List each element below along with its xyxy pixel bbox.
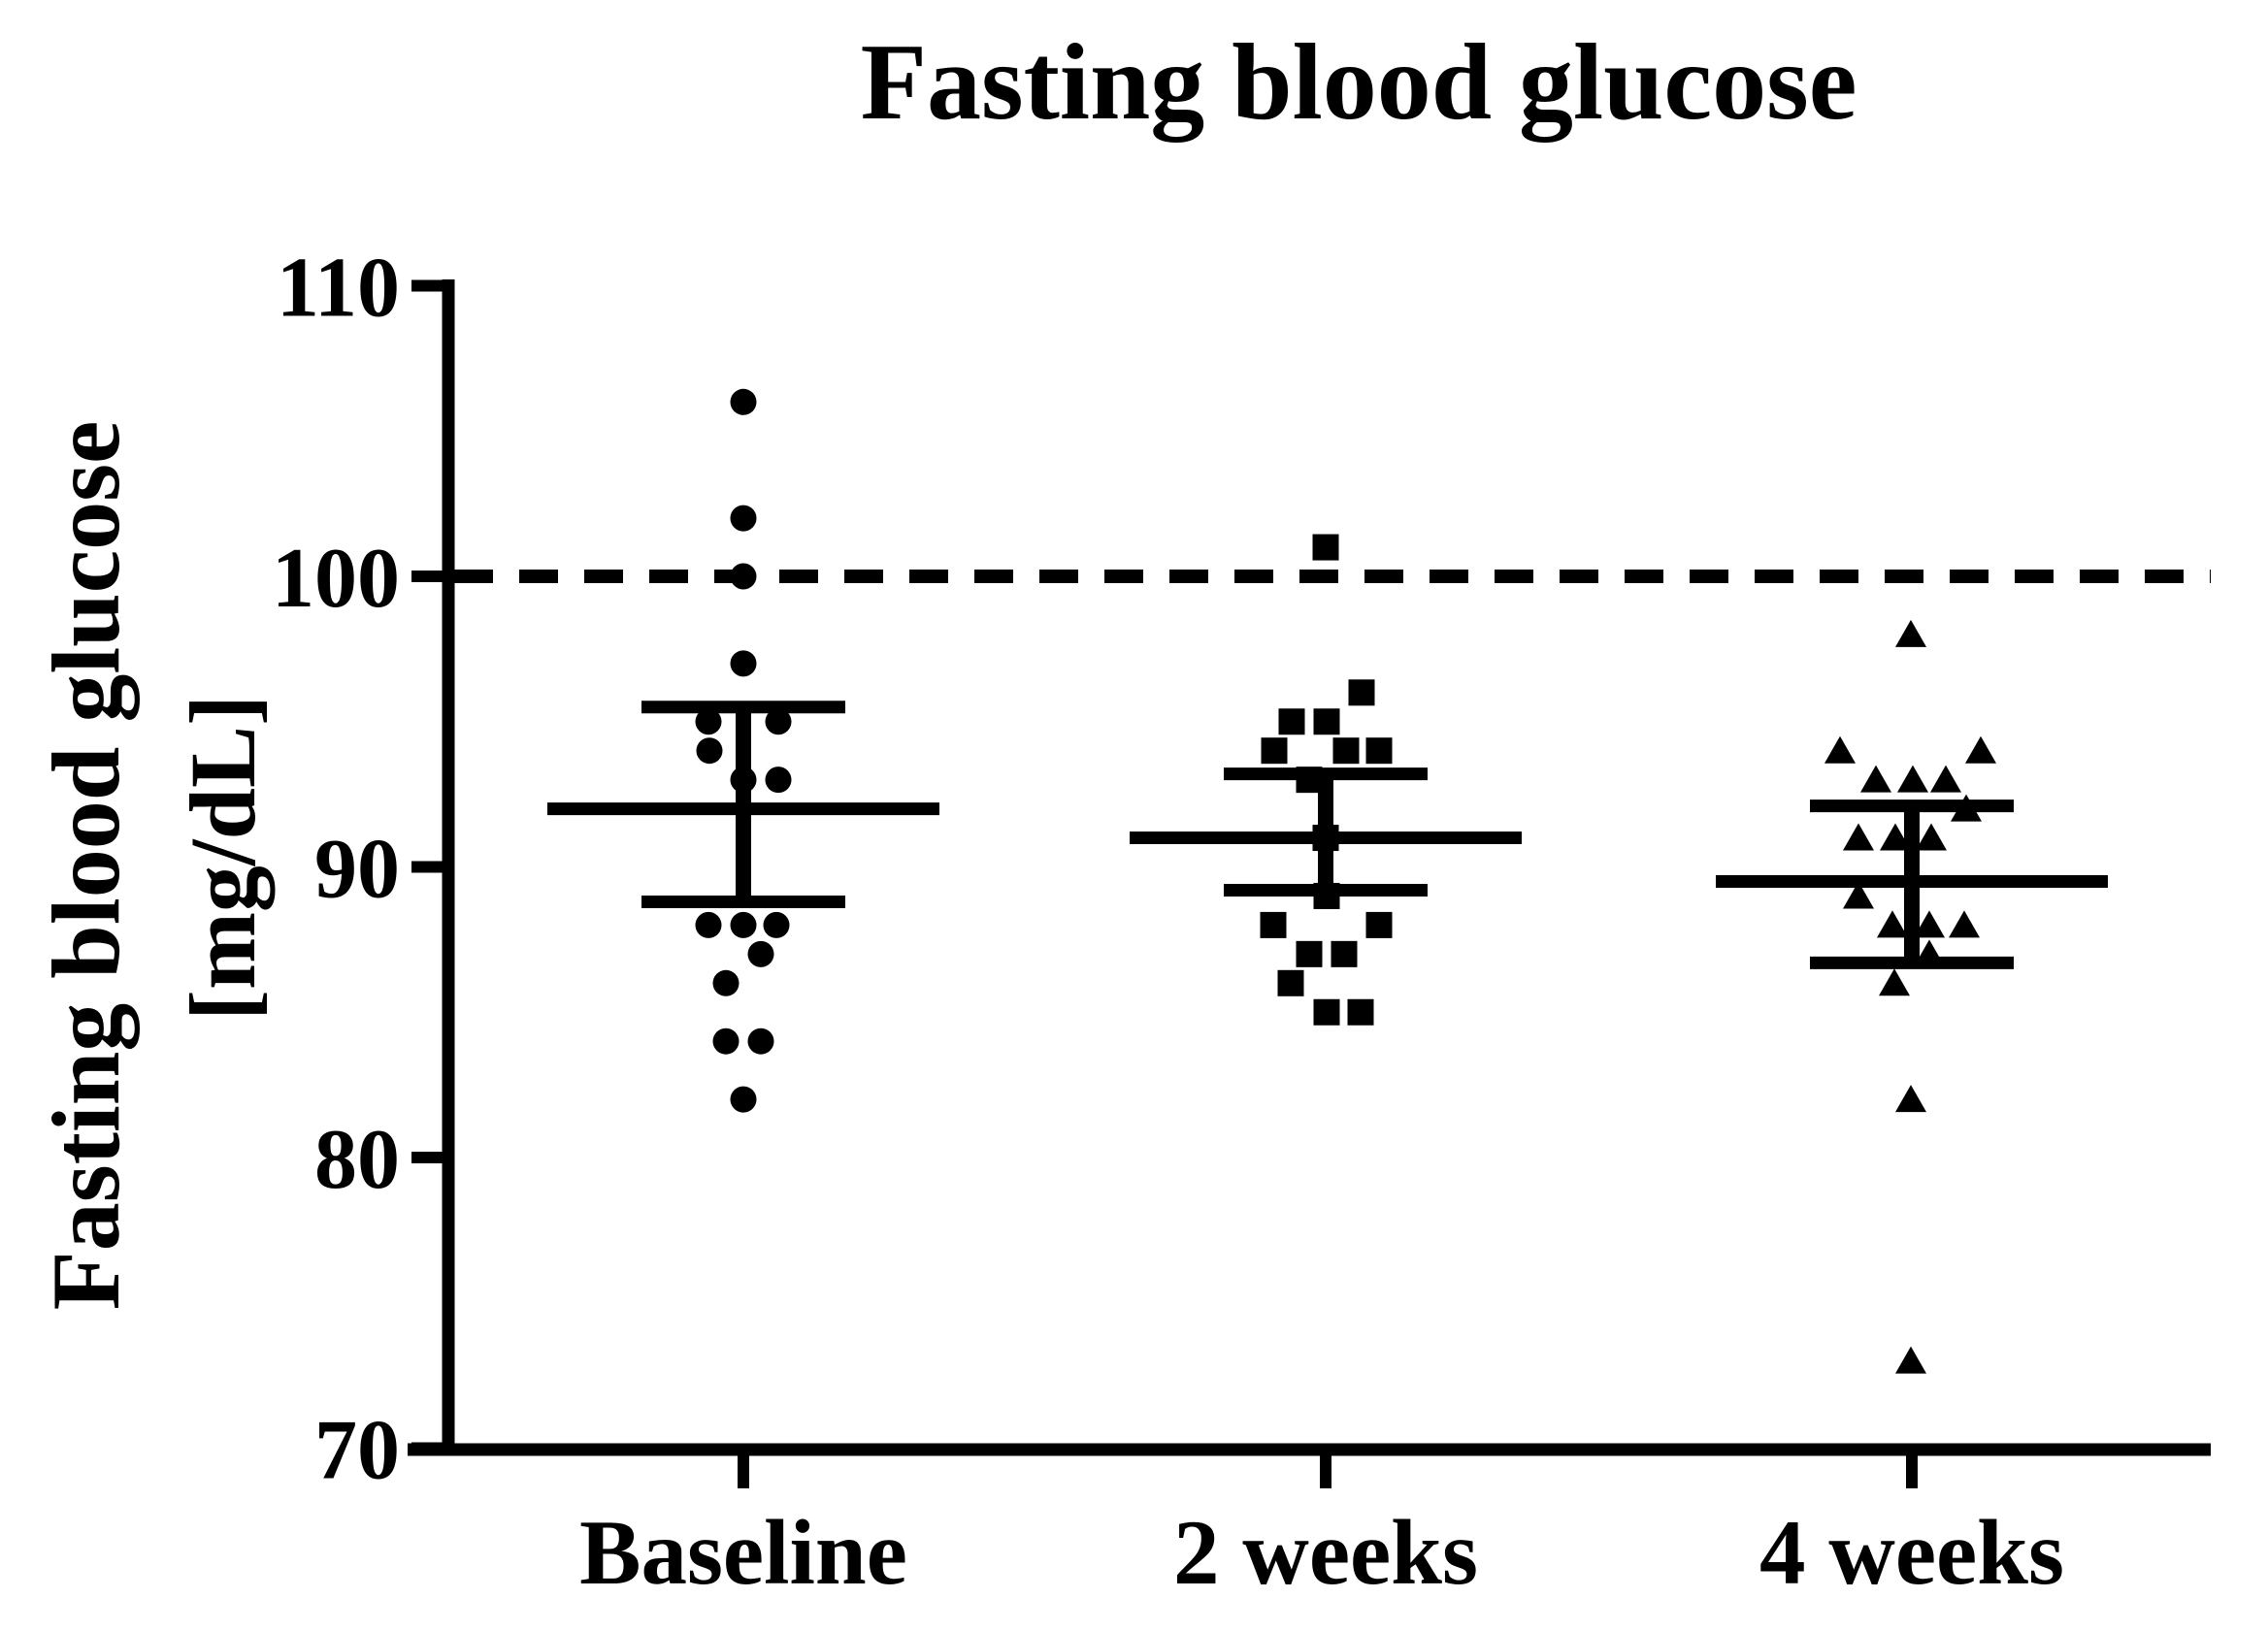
data-point-square <box>1365 737 1393 765</box>
data-point-square <box>1347 998 1374 1026</box>
data-point-square <box>1277 969 1304 996</box>
data-point-square <box>1365 911 1393 938</box>
data-point-square <box>1260 911 1287 938</box>
data-point-circle <box>747 940 774 967</box>
data-point-circle <box>730 505 757 532</box>
data-point-circle <box>765 708 792 735</box>
data-point-triangle <box>1824 735 1856 764</box>
data-point-square <box>1348 679 1375 706</box>
data-point-circle <box>730 563 757 590</box>
data-point-square <box>1312 825 1339 852</box>
data-point-square <box>1313 882 1340 909</box>
data-point-circle <box>695 911 722 938</box>
x-tick-label-baseline: Baseline <box>579 1501 907 1604</box>
data-point-square <box>1313 708 1340 735</box>
data-point-square <box>1296 767 1323 794</box>
data-point-triangle <box>1965 735 1996 764</box>
data-point-square <box>1313 998 1340 1026</box>
data-point-triangle <box>1916 823 1947 851</box>
data-point-circle <box>695 708 722 735</box>
data-point-circle <box>712 969 740 996</box>
data-point-triangle <box>1914 939 1945 967</box>
data-point-triangle <box>1951 794 1982 822</box>
data-point-circle <box>730 767 757 794</box>
data-point-triangle <box>1895 1346 1926 1374</box>
data-point-triangle <box>1895 619 1926 647</box>
y-tick-label: 70 <box>314 1404 400 1498</box>
y-tick-label: 100 <box>272 532 400 626</box>
data-point-triangle <box>1843 881 1874 909</box>
data-point-triangle <box>1949 910 1980 938</box>
data-point-triangle <box>1880 823 1911 851</box>
data-point-circle <box>730 388 757 415</box>
x-tick-label-2-weeks: 2 weeks <box>1173 1501 1478 1604</box>
data-point-circle <box>730 1086 757 1113</box>
data-point-triangle <box>1914 910 1945 938</box>
data-point-circle <box>747 1028 774 1055</box>
data-point-square <box>1296 940 1323 967</box>
data-point-square <box>1312 534 1339 561</box>
x-tick-label-4-weeks: 4 weeks <box>1759 1501 2064 1604</box>
y-axis-label-line1: Fasting blood glucose <box>32 421 140 1311</box>
data-point-triangle <box>1860 765 1891 793</box>
data-point-square <box>1331 940 1358 967</box>
y-tick-label: 90 <box>314 823 400 917</box>
data-point-circle <box>763 911 790 938</box>
data-point-triangle <box>1877 910 1908 938</box>
data-point-triangle <box>1843 823 1874 851</box>
data-point-triangle <box>1895 1085 1926 1113</box>
data-point-triangle <box>1879 968 1910 996</box>
plot-area: 110 100 90 80 70 Baseline 2 weeks 4 weeks <box>272 242 2211 1604</box>
data-point-square <box>1261 737 1288 765</box>
data-point-triangle <box>1930 765 1961 793</box>
data-point-triangle <box>1897 765 1928 793</box>
y-tick-label: 110 <box>277 242 400 336</box>
y-tick-label: 80 <box>314 1113 400 1207</box>
data-point-circle <box>730 650 757 677</box>
data-point-square <box>1332 737 1360 765</box>
data-point-square <box>1278 708 1305 735</box>
chart-title: Fasting blood glucose <box>861 22 1857 143</box>
data-point-circle <box>712 1028 740 1055</box>
y-axis-label-line2: [mg/dL] <box>171 695 275 1021</box>
data-point-circle <box>696 737 723 765</box>
data-point-circle <box>730 911 757 938</box>
data-point-circle <box>765 767 792 794</box>
